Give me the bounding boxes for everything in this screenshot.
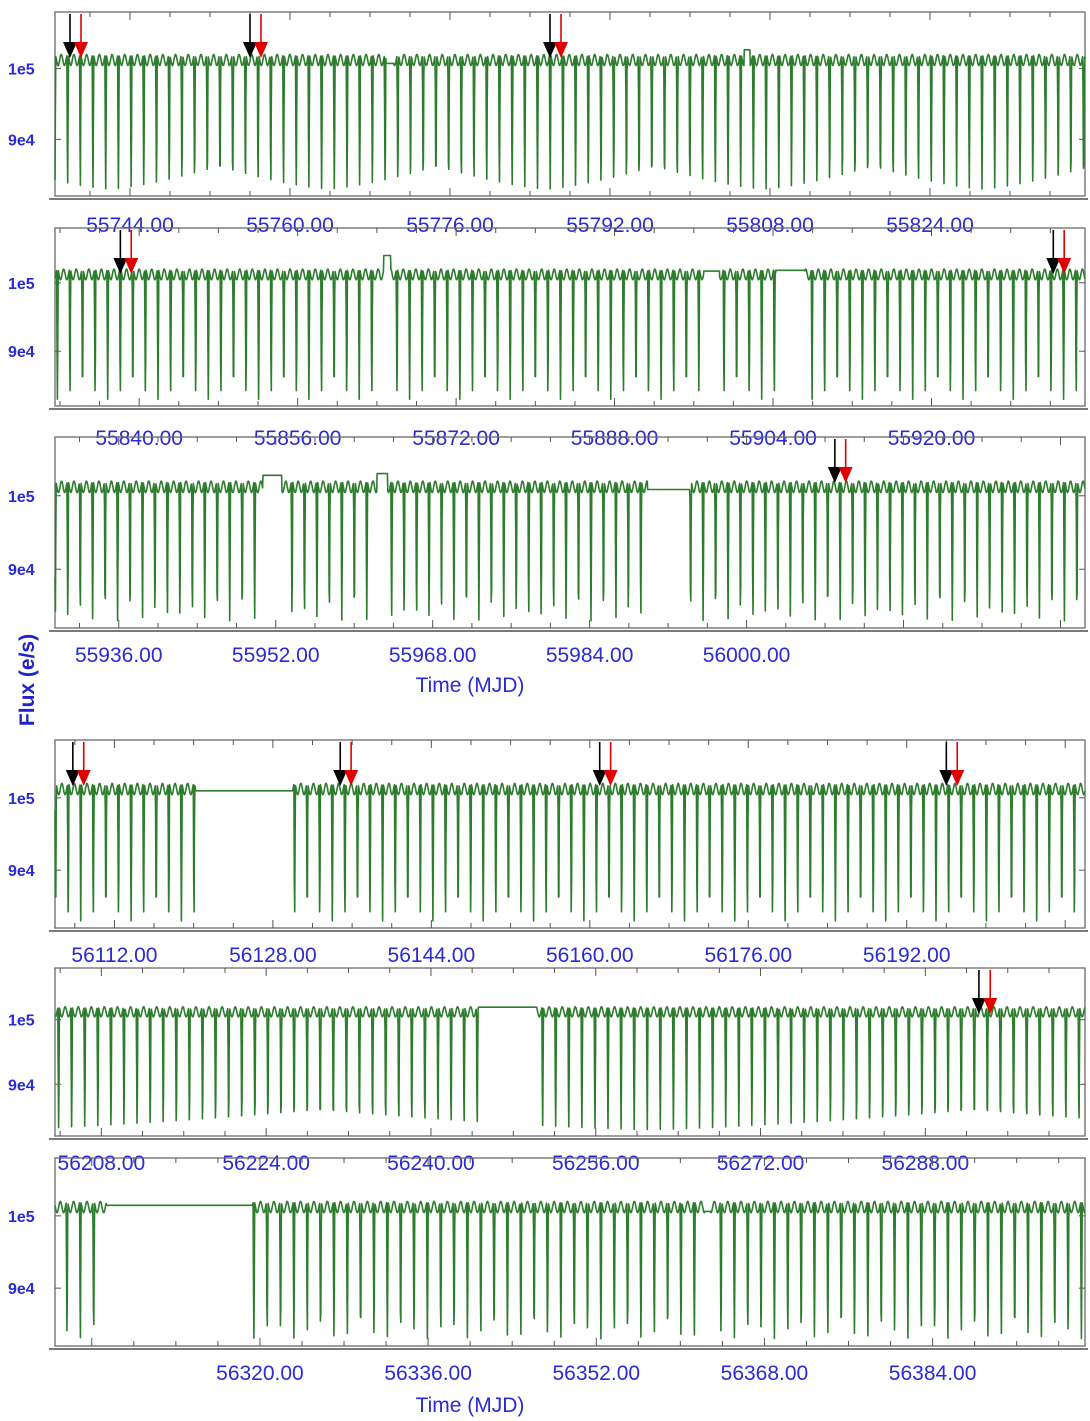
panel-4: 1e5 9e4 56112.00 56128.00 56144.00 56160.00 56… bbox=[8, 739, 1088, 967]
black-eclipse-marker bbox=[592, 770, 607, 786]
x-tick-label: 55904.00 bbox=[729, 427, 817, 450]
panel-frame bbox=[54, 227, 1086, 407]
y-tick-label: 1e5 bbox=[8, 276, 35, 293]
x-tick-label: 55872.00 bbox=[412, 427, 500, 450]
red-eclipse-marker bbox=[554, 42, 568, 58]
panel-5: 1e5 9e4 56208.00 56224.00 56240.00 56256.00 56… bbox=[8, 967, 1088, 1175]
black-eclipse-marker bbox=[333, 770, 348, 786]
x-tick-label: 55936.00 bbox=[75, 644, 163, 667]
black-eclipse-marker bbox=[827, 467, 842, 483]
y-tick-label: 1e5 bbox=[8, 489, 35, 506]
black-eclipse-marker bbox=[939, 770, 954, 786]
x-tick-label: 56368.00 bbox=[721, 1362, 809, 1385]
x-tick-label: 56320.00 bbox=[216, 1362, 304, 1385]
flux-curve bbox=[54, 472, 1086, 622]
y-tick-label: 9e4 bbox=[8, 1077, 35, 1094]
red-eclipse-marker bbox=[838, 467, 853, 483]
red-eclipse-marker bbox=[254, 42, 268, 58]
y-tick-label: 9e4 bbox=[8, 344, 35, 361]
flux-curve bbox=[54, 254, 1086, 400]
black-eclipse-marker bbox=[63, 42, 77, 58]
y-axis-label: Flux (e/s) bbox=[16, 634, 39, 726]
y-tick-label: 1e5 bbox=[8, 1013, 35, 1030]
y-tick-label: 1e5 bbox=[8, 1209, 35, 1226]
x-tick-label: 56128.00 bbox=[229, 944, 317, 967]
x-tick-label: 55792.00 bbox=[566, 214, 654, 237]
black-eclipse-marker bbox=[65, 770, 80, 786]
x-tick-label: 56000.00 bbox=[703, 644, 791, 667]
panel-2: 1e5 9e4 55840.00 55856.00 55872.00 55888.00 55… bbox=[8, 227, 1088, 450]
flux-curve bbox=[54, 782, 1086, 922]
red-eclipse-marker bbox=[74, 42, 88, 58]
x-tick-label: 55808.00 bbox=[726, 214, 814, 237]
x-tick-label: 56256.00 bbox=[552, 1152, 640, 1175]
x-tick-label: 55760.00 bbox=[246, 214, 334, 237]
x-tick-label: 56336.00 bbox=[384, 1362, 472, 1385]
y-tick-label: 1e5 bbox=[8, 62, 35, 79]
panel-3: 1e5 9e4 55936.00 55952.00 55968.00 55984.00 56… bbox=[8, 436, 1088, 697]
flux-curve bbox=[54, 1006, 1086, 1131]
x-tick-label: 55744.00 bbox=[86, 214, 174, 237]
black-eclipse-marker bbox=[113, 258, 128, 274]
x-tick-label: 55856.00 bbox=[254, 427, 342, 450]
x-tick-label: 56160.00 bbox=[546, 944, 634, 967]
x-tick-label: 56208.00 bbox=[58, 1152, 146, 1175]
x-tick-label: 55968.00 bbox=[389, 644, 477, 667]
panel-1: 1e5 9e4 55744.00 55760.00 55776.00 55792.00 55… bbox=[8, 11, 1088, 237]
x-tick-label: 55888.00 bbox=[571, 427, 659, 450]
flux-curve bbox=[54, 49, 1086, 190]
panel-frame bbox=[54, 436, 1086, 629]
x-tick-label: 56352.00 bbox=[552, 1362, 640, 1385]
x-tick-label: 55920.00 bbox=[888, 427, 976, 450]
red-eclipse-marker bbox=[950, 770, 965, 786]
x-tick-label: 55984.00 bbox=[546, 644, 634, 667]
x-tick-label: 56144.00 bbox=[388, 944, 476, 967]
flux-curve bbox=[54, 1200, 1086, 1340]
panel-6: 1e5 9e4 56320.00 56336.00 56352.00 56368.00 56… bbox=[8, 1157, 1088, 1417]
black-eclipse-marker bbox=[971, 998, 986, 1014]
y-tick-label: 1e5 bbox=[8, 791, 35, 808]
x-tick-label: 55840.00 bbox=[95, 427, 183, 450]
red-eclipse-marker bbox=[344, 770, 359, 786]
x-tick-label: 56272.00 bbox=[717, 1152, 805, 1175]
x-tick-label: 56192.00 bbox=[863, 944, 951, 967]
x-tick-label: 55776.00 bbox=[406, 214, 494, 237]
x-tick-label: 56224.00 bbox=[222, 1152, 310, 1175]
y-tick-label: 9e4 bbox=[8, 562, 35, 579]
panel-frame bbox=[54, 967, 1086, 1137]
black-eclipse-marker bbox=[1046, 258, 1061, 274]
y-tick-label: 9e4 bbox=[8, 863, 35, 880]
x-axis-title: Time (MJD) bbox=[416, 1394, 525, 1417]
red-eclipse-marker bbox=[1057, 258, 1072, 274]
x-tick-label: 56112.00 bbox=[71, 944, 157, 967]
black-eclipse-marker bbox=[243, 42, 257, 58]
x-tick-label: 56288.00 bbox=[882, 1152, 970, 1175]
y-tick-label: 9e4 bbox=[8, 132, 35, 149]
panel-frame bbox=[54, 1157, 1086, 1347]
y-tick-label: 9e4 bbox=[8, 1281, 35, 1298]
x-tick-label: 55824.00 bbox=[886, 214, 974, 237]
x-tick-label: 56384.00 bbox=[889, 1362, 977, 1385]
red-eclipse-marker bbox=[124, 258, 139, 274]
x-tick-label: 55952.00 bbox=[232, 644, 320, 667]
red-eclipse-marker bbox=[983, 998, 998, 1014]
x-axis-title: Time (MJD) bbox=[416, 674, 525, 697]
black-eclipse-marker bbox=[543, 42, 557, 58]
red-eclipse-marker bbox=[76, 770, 91, 786]
red-eclipse-marker bbox=[603, 770, 618, 786]
x-tick-label: 56176.00 bbox=[704, 944, 792, 967]
x-tick-label: 56240.00 bbox=[387, 1152, 475, 1175]
